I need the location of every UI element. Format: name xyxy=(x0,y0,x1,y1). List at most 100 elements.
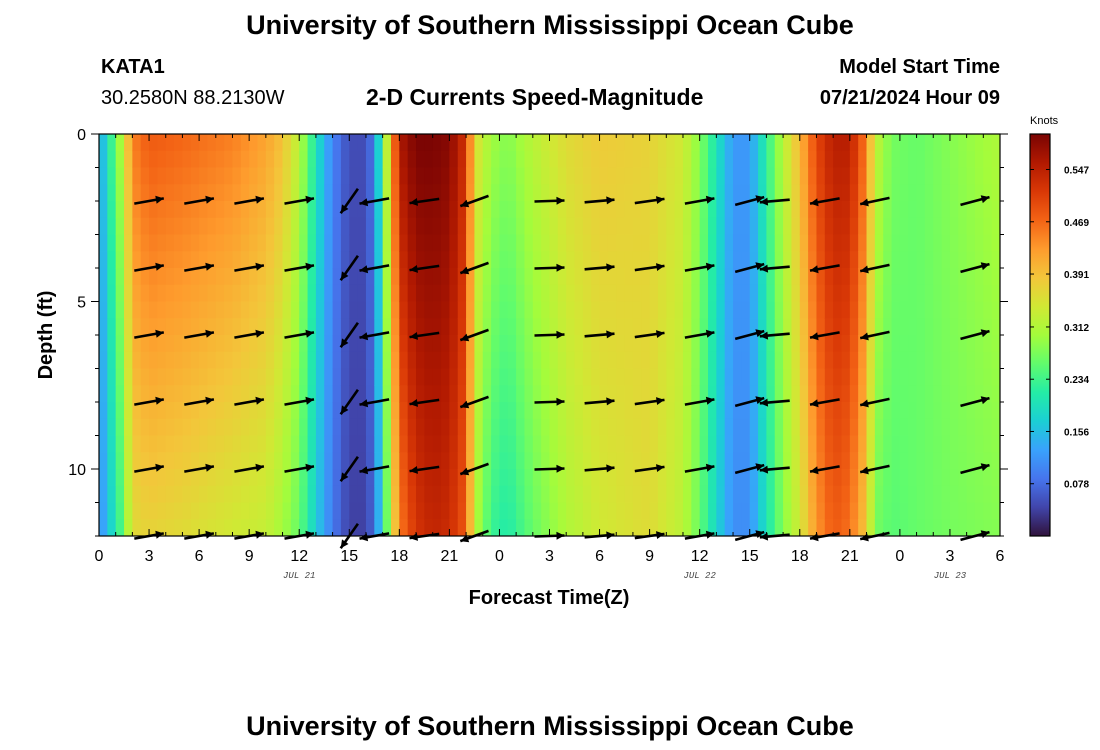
heatmap-cell xyxy=(949,485,959,504)
heatmap-cell xyxy=(716,301,726,319)
heatmap-cell xyxy=(107,234,117,252)
heatmap-cell xyxy=(566,134,576,152)
heatmap-cell xyxy=(749,335,759,353)
heatmap-cell xyxy=(949,368,959,386)
heatmap-cell xyxy=(340,284,350,303)
heatmap-cell xyxy=(407,251,417,269)
current-vector xyxy=(960,262,990,274)
heatmap-cell xyxy=(290,251,300,269)
heatmap-cell xyxy=(874,284,884,303)
heatmap-cell xyxy=(566,268,576,286)
heatmap-cell xyxy=(441,150,450,169)
heatmap-cell xyxy=(974,268,984,286)
heatmap-cell xyxy=(240,251,250,269)
heatmap-cell xyxy=(390,150,400,169)
heatmap-cell xyxy=(149,167,158,185)
heatmap-cell xyxy=(516,368,526,386)
heatmap-cell xyxy=(774,184,784,202)
heatmap-cell xyxy=(482,502,492,520)
heatmap-cell xyxy=(441,469,450,487)
heatmap-cell xyxy=(524,335,534,353)
heatmap-cell xyxy=(190,385,200,403)
heatmap-cell xyxy=(724,284,734,303)
heatmap-cell xyxy=(265,201,275,219)
heatmap-cell xyxy=(491,134,501,152)
heatmap-cell xyxy=(332,368,342,386)
current-vector xyxy=(534,531,565,540)
y-tick-label: 0 xyxy=(77,127,86,144)
heatmap-cell xyxy=(332,402,342,420)
heatmap-cell xyxy=(207,134,217,152)
heatmap-cell xyxy=(107,402,117,420)
current-vector xyxy=(184,396,215,406)
heatmap-cell xyxy=(974,418,984,437)
heatmap-cell xyxy=(232,435,242,453)
heatmap-cell xyxy=(274,318,284,336)
heatmap-cell xyxy=(424,167,434,185)
heatmap-cell xyxy=(349,134,359,152)
heatmap-cell xyxy=(708,335,717,353)
heatmap-cell xyxy=(115,167,125,185)
heatmap-cell xyxy=(983,184,993,202)
heatmap-cell xyxy=(891,435,901,453)
heatmap-cell xyxy=(99,268,108,286)
heatmap-cell xyxy=(299,351,309,370)
heatmap-cell xyxy=(607,452,617,470)
heatmap-cell xyxy=(324,502,334,520)
heatmap-cell xyxy=(332,301,342,319)
current-vector xyxy=(284,329,315,339)
heatmap-cell xyxy=(549,167,559,185)
heatmap-cell xyxy=(674,485,684,504)
heatmap-cell xyxy=(199,251,209,269)
model-start-label: Model Start Time xyxy=(839,56,1000,78)
heatmap-cell xyxy=(791,268,801,286)
heatmap-cell xyxy=(791,485,801,504)
vector-head xyxy=(705,262,715,271)
heatmap-cell xyxy=(390,134,400,152)
heatmap-cell xyxy=(140,502,150,520)
heatmap-cell xyxy=(115,284,125,303)
heatmap-cell xyxy=(983,301,993,319)
heatmap-cell xyxy=(215,351,225,370)
heatmap-cell xyxy=(157,284,167,303)
heatmap-cell xyxy=(265,435,275,453)
heatmap-cell xyxy=(824,134,834,152)
heatmap-cell xyxy=(324,402,334,420)
heatmap-cell xyxy=(290,301,300,319)
heatmap-cell xyxy=(749,502,759,520)
vector-head xyxy=(340,539,349,549)
heatmap-cell xyxy=(257,502,267,520)
heatmap-cell xyxy=(708,368,717,386)
heatmap-cell xyxy=(365,368,375,386)
heatmap-cell xyxy=(808,268,818,286)
heatmap-cell xyxy=(382,351,392,370)
current-vector xyxy=(584,464,615,473)
heatmap-cell xyxy=(641,452,651,470)
heatmap-cell xyxy=(482,469,492,487)
heatmap-cell xyxy=(407,485,417,504)
heatmap-cell xyxy=(407,184,417,202)
heatmap-cell xyxy=(257,268,267,286)
heatmap-cell xyxy=(199,418,209,437)
heatmap-cell xyxy=(749,201,759,219)
heatmap-cell xyxy=(466,502,476,520)
heatmap-cell xyxy=(749,217,759,236)
heatmap-cell xyxy=(149,351,158,370)
heatmap-cell xyxy=(566,318,576,336)
heatmap-cell xyxy=(265,251,275,269)
heatmap-cell xyxy=(841,435,851,453)
heatmap-cell xyxy=(107,301,117,319)
vector-head xyxy=(359,332,369,341)
heatmap-cell xyxy=(174,502,184,520)
heatmap-cell xyxy=(733,435,742,453)
heatmap-cell xyxy=(124,385,133,403)
heatmap-cell xyxy=(365,351,375,370)
heatmap-cell xyxy=(340,318,350,336)
heatmap-cell xyxy=(249,234,259,252)
heatmap-cell xyxy=(315,301,325,319)
heatmap-cell xyxy=(624,251,634,269)
heatmap-cell xyxy=(783,301,793,319)
heatmap-cell xyxy=(466,201,476,219)
heatmap-cell xyxy=(824,217,834,236)
heatmap-cell xyxy=(557,301,567,319)
